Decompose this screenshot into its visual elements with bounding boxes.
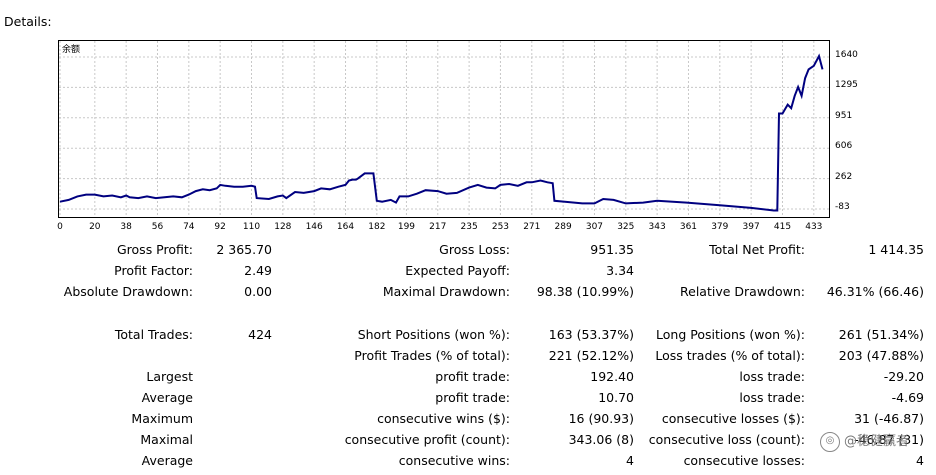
maximum-label: Maximum: [131, 411, 193, 426]
average-consecutive-label: Average: [141, 453, 193, 468]
details-title: Details:: [4, 14, 52, 29]
x-tick-label: 379: [711, 222, 729, 232]
loss-trades-label: Loss trades (% of total):: [655, 348, 805, 363]
x-tick-label: 271: [523, 222, 541, 232]
consecutive-losses-value: 31 (-46.87): [854, 411, 924, 426]
x-tick-label: 361: [679, 222, 698, 232]
balance-chart: [58, 40, 830, 218]
relative-drawdown-label: Relative Drawdown:: [680, 284, 805, 299]
average-loss-trade-label: loss trade:: [739, 390, 805, 405]
x-tick-label: 325: [617, 222, 635, 232]
total-net-profit-label: Total Net Profit:: [709, 242, 805, 257]
average-profit-trade-label: profit trade:: [435, 390, 510, 405]
balance-chart-svg: [59, 41, 829, 217]
gross-loss-value: 951.35: [590, 242, 634, 257]
consecutive-profit-label: consecutive profit (count):: [344, 432, 510, 447]
largest-label: Largest: [146, 369, 193, 384]
x-tick-label: 164: [336, 222, 355, 232]
x-tick-label: 0: [57, 222, 63, 232]
x-tick-label: 253: [491, 222, 510, 232]
x-tick-label: 92: [214, 222, 226, 232]
short-positions-value: 163 (53.37%): [548, 327, 634, 342]
chart-legend: 余额: [62, 45, 81, 55]
x-tick-label: 56: [151, 222, 164, 232]
x-tick-label: 235: [460, 222, 478, 232]
x-tick-label: 343: [648, 222, 666, 232]
x-tick-label: 415: [773, 222, 792, 232]
long-positions-value: 261 (51.34%): [838, 327, 924, 342]
short-positions-label: Short Positions (won %):: [357, 327, 510, 342]
balance-series-line: [59, 53, 824, 212]
absolute-drawdown-label: Absolute Drawdown:: [63, 284, 193, 299]
maximal-label: Maximal: [140, 432, 193, 447]
average-loss-trade-value: -4.69: [891, 390, 924, 405]
total-trades-value: 424: [248, 327, 272, 342]
largest-profit-trade-label: profit trade:: [435, 369, 510, 384]
x-tick-label: 182: [368, 222, 386, 232]
x-tick-label: 397: [742, 222, 760, 232]
consecutive-profit-value: 343.06 (8): [568, 432, 634, 447]
x-tick-label: 289: [554, 222, 572, 232]
maximal-drawdown-label: Maximal Drawdown:: [382, 284, 510, 299]
long-positions-label: Long Positions (won %):: [656, 327, 805, 342]
expected-payoff-label: Expected Payoff:: [405, 263, 510, 278]
largest-profit-trade-value: 192.40: [590, 369, 634, 384]
profit-trades-label: Profit Trades (% of total):: [354, 348, 510, 363]
average-consecutive-wins-value: 4: [626, 453, 634, 468]
average-profit-trade-value: 10.70: [598, 390, 634, 405]
consecutive-loss-label: consecutive loss (count):: [648, 432, 805, 447]
average-consecutive-wins-label: consecutive wins:: [398, 453, 510, 468]
average-consecutive-losses-label: consecutive losses:: [683, 453, 805, 468]
y-tick-label: 606: [835, 141, 853, 152]
profit-factor-value: 2.49: [244, 263, 272, 278]
watermark-text: @稳健赢者: [844, 434, 910, 449]
gross-profit-value: 2 365.70: [216, 242, 272, 257]
consecutive-wins-label: consecutive wins ($):: [377, 411, 510, 426]
average-consecutive-losses-value: 4: [916, 453, 924, 468]
consecutive-losses-label: consecutive losses ($):: [661, 411, 805, 426]
x-tick-label: 217: [429, 222, 447, 232]
y-tick-label: 951: [835, 110, 853, 121]
wechat-icon: ◎: [820, 431, 840, 452]
loss-trades-value: 203 (47.88%): [838, 348, 924, 363]
y-tick-label: -83: [835, 202, 850, 212]
expected-payoff-value: 3.34: [606, 263, 634, 278]
x-tick-label: 38: [120, 222, 132, 232]
x-tick-label: 146: [305, 222, 323, 232]
watermark: ◎ @稳健赢者: [820, 430, 909, 452]
gross-loss-label: Gross Loss:: [439, 242, 510, 257]
relative-drawdown-value: 46.31% (66.46): [826, 284, 924, 299]
maximal-drawdown-value: 98.38 (10.99%): [536, 284, 634, 299]
largest-loss-trade-label: loss trade:: [739, 369, 805, 384]
x-tick-label: 20: [89, 222, 101, 232]
x-tick-label: 199: [397, 222, 416, 232]
x-tick-label: 128: [274, 222, 292, 232]
gross-profit-label: Gross Profit:: [116, 242, 193, 257]
x-tick-label: 307: [585, 222, 604, 232]
y-tick-label: 1640: [835, 50, 858, 60]
y-tick-label: 1295: [835, 80, 858, 91]
profit-factor-label: Profit Factor:: [114, 263, 193, 278]
x-tick-label: 433: [805, 222, 823, 232]
total-net-profit-value: 1 414.35: [868, 242, 924, 257]
total-trades-label: Total Trades:: [114, 327, 193, 342]
absolute-drawdown-value: 0.00: [244, 284, 272, 299]
y-tick-label: 262: [835, 171, 853, 182]
x-tick-label: 74: [183, 222, 195, 232]
average-label: Average: [141, 390, 193, 405]
largest-loss-trade-value: -29.20: [883, 369, 924, 384]
consecutive-wins-value: 16 (90.93): [568, 411, 634, 426]
x-tick-label: 110: [242, 222, 261, 232]
profit-trades-value: 221 (52.12%): [548, 348, 634, 363]
